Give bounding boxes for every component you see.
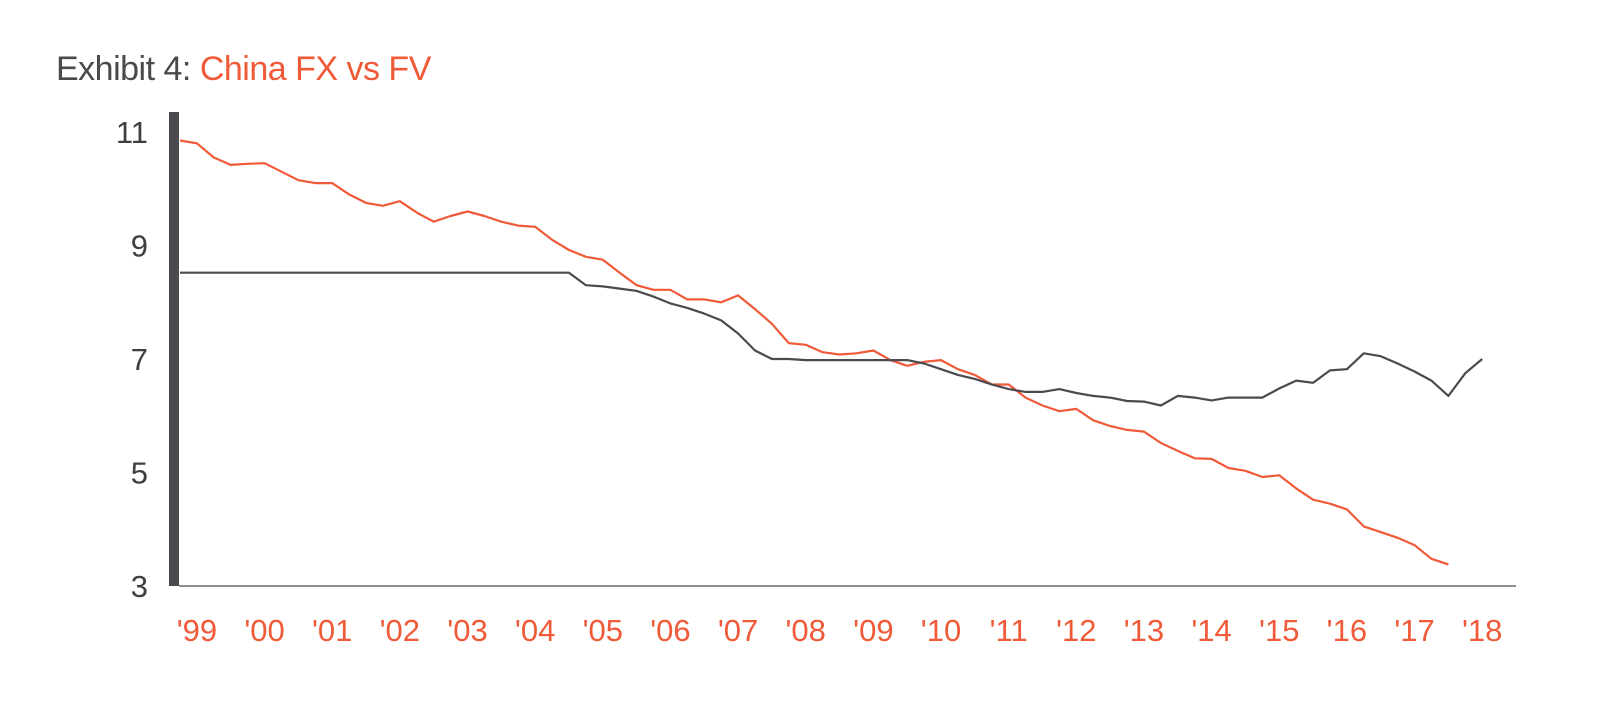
y-tick-label: 11 [116,115,148,150]
y-axis-bar [169,112,179,586]
x-tick-label: '11 [990,613,1028,648]
y-tick-label: 5 [131,456,148,491]
x-tick-label: '03 [447,613,487,648]
x-tick-label: '08 [786,613,826,648]
x-tick-label: '00 [244,613,284,648]
x-tick-label: '01 [312,613,352,648]
series-line-2 [180,271,1483,407]
x-tick-label: '04 [515,613,555,648]
x-tick-label: '05 [583,613,623,648]
series-line-1 [179,139,1449,566]
x-tick-label: '07 [718,613,758,648]
x-tick-label: '18 [1462,613,1502,648]
x-tick-label: '15 [1259,613,1299,648]
x-tick-label: '14 [1191,613,1231,648]
x-tick-label: '16 [1327,613,1367,648]
x-tick-label: '12 [1056,613,1096,648]
chart-title-main: China FX vs FV [199,50,432,88]
x-tick-label: '02 [380,613,420,648]
series-lines [179,139,1483,566]
y-tick-label: 7 [131,342,148,377]
x-tick-label: '09 [853,613,893,648]
x-tick-label: '99 [177,613,217,648]
x-tick-label: '13 [1124,613,1164,648]
chart-title: Exhibit 4: China FX vs FV [56,52,431,86]
x-axis: '99 '00 '01 '02 '03 '04 '05 '06 '07 '08 '09 '10 '11 '… [177,585,1516,648]
y-tick-label: 9 [131,229,148,264]
x-tick-label: '17 [1394,613,1434,648]
y-axis: 11 9 7 5 3 [116,112,179,604]
x-tick-label: '06 [650,613,690,648]
y-tick-label: 3 [131,569,148,604]
x-tick-label: '10 [921,613,961,648]
chart-title-prefix: Exhibit 4: [56,50,200,88]
